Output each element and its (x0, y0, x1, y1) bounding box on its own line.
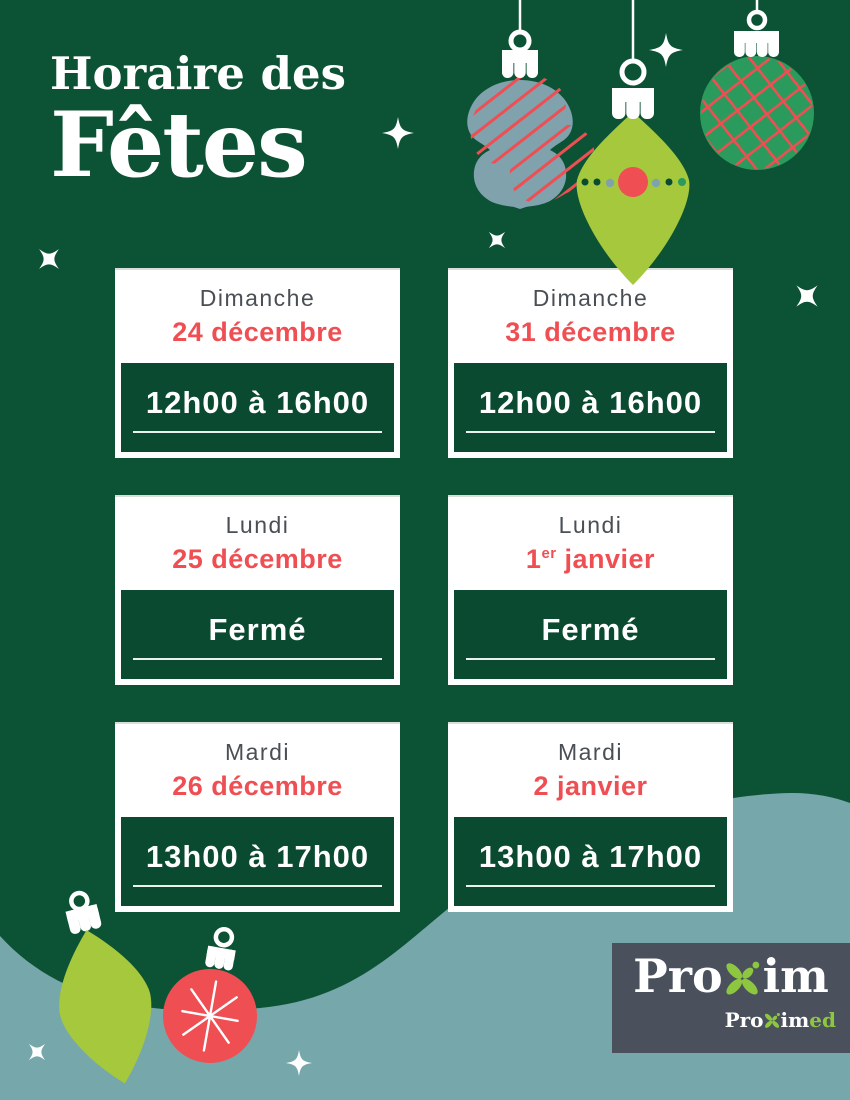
red-ball-snowflake-ornament (163, 926, 257, 1063)
card-hours-panel: 12h00 à 16h00 (454, 363, 727, 452)
card-hours-panel: 12h00 à 16h00 (121, 363, 394, 452)
sub-pre: Pro (724, 1007, 764, 1032)
card-date: 2 janvier (533, 771, 648, 801)
card-head: Mardi 2 janvier (454, 724, 727, 817)
brand-post: im (762, 949, 829, 1003)
green-marquise-ornament (576, 58, 690, 285)
hours-underline (466, 885, 715, 887)
card-hours: 12h00 à 16h00 (478, 384, 703, 420)
plaid-ball-ornament (700, 9, 814, 170)
schedule-grid: Dimanche 24 décembre 12h00 à 16h00 Diman… (115, 268, 733, 912)
sub-post: ed (809, 1007, 836, 1032)
brand-wordmark: Pro im (612, 953, 850, 999)
hours-underline (466, 431, 715, 433)
card-day: Dimanche (199, 285, 316, 311)
card-date: 24 décembre (172, 317, 343, 347)
leaf-x-icon (726, 961, 759, 995)
lime-teardrop-ornament (59, 890, 152, 1084)
hours-underline (133, 658, 382, 660)
schedule-card: Dimanche 24 décembre 12h00 à 16h00 (115, 268, 400, 458)
card-date: 26 décembre (172, 771, 343, 801)
hours-underline (133, 431, 382, 433)
schedule-card: Mardi 26 décembre 13h00 à 17h00 (115, 722, 400, 912)
sub-mid: im (780, 1007, 810, 1032)
card-hours: Fermé (541, 611, 640, 647)
card-head: Dimanche 24 décembre (121, 270, 394, 363)
sparkle-x-icon (480, 223, 514, 257)
card-hours: 12h00 à 16h00 (145, 384, 370, 420)
sparkle-star-icon (382, 117, 414, 149)
schedule-card: Dimanche 31 décembre 12h00 à 16h00 (448, 268, 733, 458)
hours-underline (466, 658, 715, 660)
card-day: Mardi (557, 739, 623, 765)
card-hours-panel: Fermé (454, 590, 727, 679)
card-hours: Fermé (208, 611, 307, 647)
brand-pre: Pro (633, 949, 723, 1003)
sparkle-x-icon (29, 239, 69, 279)
sub-brand-wordmark: Pro im ed (725, 1009, 836, 1030)
logo-box: Pro im Pro (612, 943, 850, 1053)
leaf-x-icon (764, 1012, 780, 1028)
card-head: Lundi 25 décembre (121, 497, 394, 590)
card-hours: 13h00 à 17h00 (478, 838, 703, 874)
card-day: Lundi (558, 512, 623, 538)
card-head: Mardi 26 décembre (121, 724, 394, 817)
page-title: Horaire des Fêtes (50, 47, 346, 199)
card-hours-panel: 13h00 à 17h00 (121, 817, 394, 906)
card-date: 31 décembre (505, 317, 676, 347)
sparkle-x-icon (20, 1035, 54, 1069)
card-day: Mardi (224, 739, 290, 765)
snowflake-icon (181, 980, 239, 1052)
card-hours-panel: Fermé (121, 590, 394, 679)
card-hours-panel: 13h00 à 17h00 (454, 817, 727, 906)
schedule-card: Mardi 2 janvier 13h00 à 17h00 (448, 722, 733, 912)
sparkle-x-icon (785, 274, 829, 318)
striped-finial-ornament (451, 29, 615, 224)
card-date: 25 décembre (172, 544, 343, 574)
sparkle-star-icon (649, 33, 683, 67)
title-line1: Horaire des (50, 47, 346, 100)
schedule-card: Lundi 25 décembre Fermé (115, 495, 400, 685)
card-date: 1er janvier (525, 544, 656, 574)
sparkle-star-icon (286, 1050, 312, 1076)
card-day: Dimanche (532, 285, 649, 311)
card-day: Lundi (225, 512, 290, 538)
hours-underline (133, 885, 382, 887)
schedule-card: Lundi 1er janvier Fermé (448, 495, 733, 685)
card-hours: 13h00 à 17h00 (145, 838, 370, 874)
card-head: Lundi 1er janvier (454, 497, 727, 590)
card-head: Dimanche 31 décembre (454, 270, 727, 363)
title-line2: Fêtes (50, 92, 308, 199)
